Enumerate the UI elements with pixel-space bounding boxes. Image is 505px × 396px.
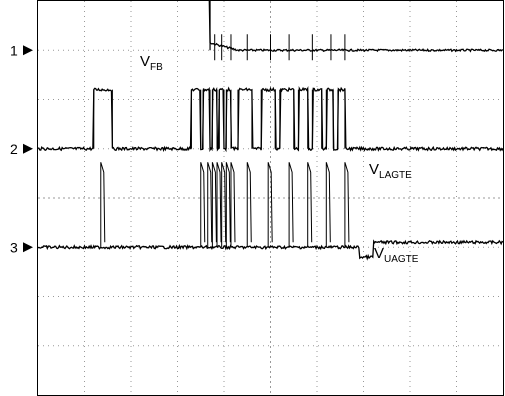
vuagte-spike: [288, 162, 294, 248]
channel-marker-arrow: [23, 143, 33, 154]
vuagte-spike: [230, 162, 236, 248]
series-label-vuagte: VUAGTE: [374, 245, 419, 265]
vuagte-spike: [100, 162, 106, 248]
vuagte-spike: [325, 162, 331, 248]
traces: [37, 0, 504, 261]
channel-markers: 1 2 3: [10, 42, 33, 255]
channel-marker-arrow: [23, 45, 33, 56]
vuagte-spike: [225, 162, 231, 248]
channel-marker-label: 2: [10, 141, 18, 157]
vuagte-spike: [221, 162, 227, 248]
vuagte-spike: [200, 162, 206, 248]
vuagte-spike: [211, 162, 217, 248]
series-label-vlagte: VLAGTE: [369, 161, 412, 181]
vuagte-spike: [246, 162, 252, 248]
vlagte-trace: [37, 85, 504, 153]
vuagte-spike: [216, 162, 222, 248]
vuagte-spike: [307, 162, 313, 248]
channel-marker-arrow: [23, 242, 33, 253]
vuagte-spike: [267, 162, 273, 248]
vuagte-trace: [37, 239, 504, 261]
channel-marker-label: 1: [10, 42, 18, 58]
series-labels: VFB VLAGTE VUAGTE: [140, 53, 419, 265]
channel-marker-label: 3: [10, 239, 18, 255]
grid: [38, 1, 503, 395]
vuagte-spike: [207, 162, 213, 248]
series-label-vfb: VFB: [140, 53, 163, 73]
vuagte-spike: [344, 162, 350, 248]
